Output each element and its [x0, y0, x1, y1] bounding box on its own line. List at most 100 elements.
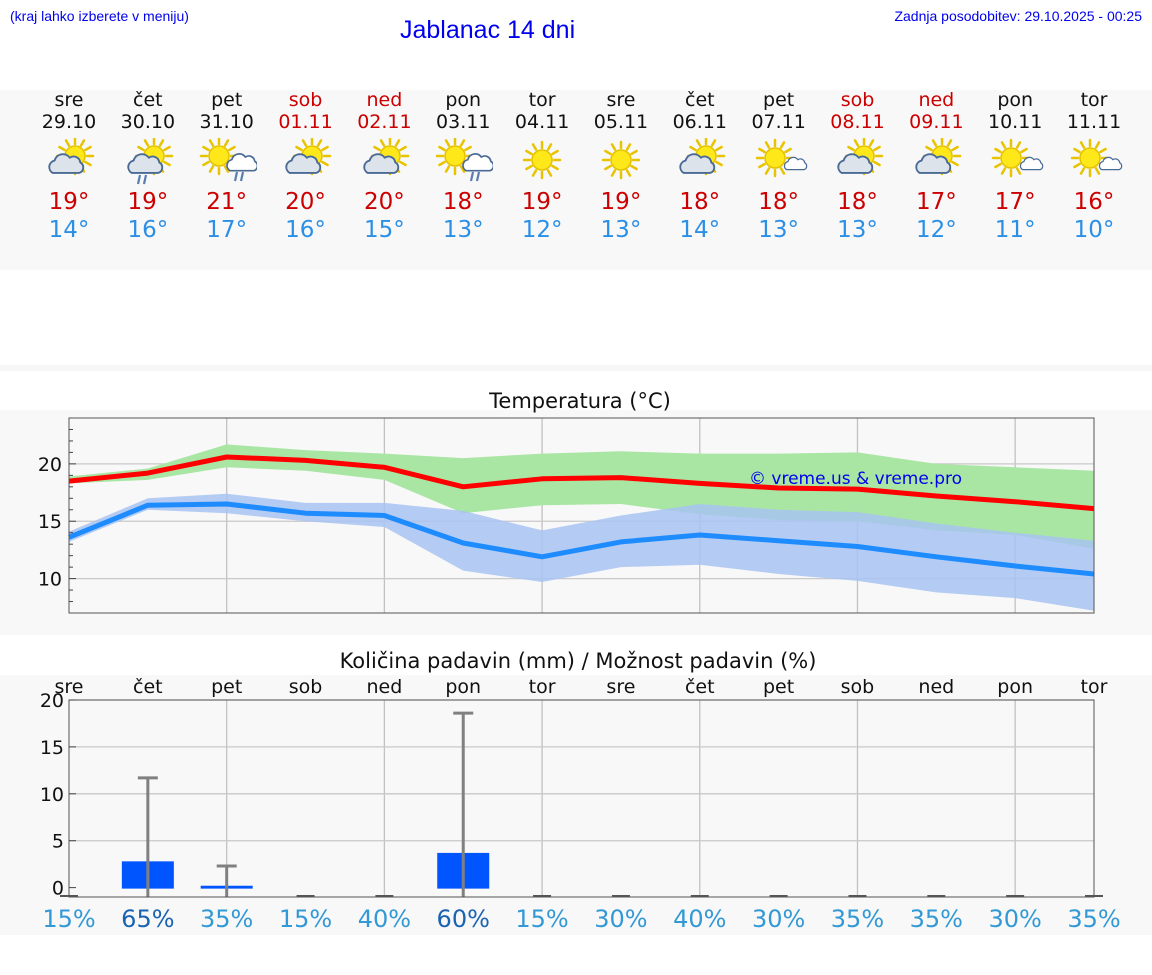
day-column: pet 31.10 21° 17°	[187, 90, 267, 244]
max-temperature: 16°	[1073, 189, 1115, 215]
y-tick-label: 20	[40, 690, 64, 712]
precip-day-label: sob	[841, 676, 875, 698]
precip-day-label: pet	[211, 676, 242, 698]
max-temperature: 19°	[48, 189, 90, 215]
day-date: 30.10	[120, 111, 176, 133]
day-date: 09.11	[909, 111, 964, 133]
day-column: ned 09.11 17° 12°	[896, 90, 976, 244]
temperature-chart: Temperatura (°C) 10 15 20 © vreme.us & vreme…	[38, 389, 1095, 614]
precip-probability-label: 35%	[200, 905, 253, 933]
max-temperature: 20°	[364, 189, 405, 215]
max-temp-range-band	[69, 444, 1094, 549]
max-temperature: 18°	[837, 189, 878, 215]
day-name: sre	[606, 89, 636, 111]
day-name: pon	[445, 89, 482, 111]
precip-day-label: pon	[445, 676, 481, 698]
max-temp-line	[68, 454, 1095, 512]
day-name: ned	[918, 89, 955, 111]
last-updated: Zadnja posodobitev: 29.10.2025 - 00:25	[894, 8, 1142, 24]
min-temperature: 15°	[364, 217, 405, 243]
precip-probability-label: 40%	[673, 905, 726, 933]
day-date: 07.11	[751, 111, 806, 133]
sun-small-cloud-icon	[1054, 138, 1134, 186]
partly-cloudy-icon	[29, 138, 109, 186]
section-divider	[0, 365, 1152, 371]
day-date: 29.10	[41, 111, 97, 133]
min-temperature: 12°	[915, 217, 957, 243]
day-name: pet	[211, 89, 243, 111]
temperature-chart-title: Temperatura (°C)	[488, 389, 671, 413]
day-name: sob	[288, 89, 323, 111]
precip-probability-label: 60%	[437, 905, 490, 933]
day-date: 10.11	[987, 111, 1043, 133]
max-temperature: 19°	[600, 189, 642, 215]
min-temperature: 13°	[758, 217, 800, 243]
day-name: čet	[685, 89, 715, 111]
day-name: sob	[840, 89, 875, 111]
precip-probability-label: 15%	[279, 905, 332, 933]
plot-area	[69, 700, 1094, 897]
max-temperature: 21°	[206, 189, 248, 215]
y-tick-label: 10	[38, 569, 62, 591]
day-column: pon 10.11 17° 11°	[975, 90, 1055, 244]
precip-day-label: pon	[997, 676, 1033, 698]
min-temperature: 17°	[206, 217, 248, 243]
min-temp-line	[68, 501, 1095, 577]
precip-probability-label: 30%	[988, 905, 1041, 933]
day-column: čet 30.10 19° 16°	[108, 90, 188, 244]
min-temperature: 16°	[285, 217, 326, 243]
day-column: sob 01.11 20° 16°	[266, 90, 346, 244]
precip-day-label: ned	[918, 676, 954, 698]
day-date: 04.11	[514, 111, 570, 133]
day-column: sob 08.11 18° 13°	[818, 90, 898, 244]
precipitation-chart-title: Količina padavin (mm) / Možnost padavin …	[340, 649, 817, 673]
min-temperature: 14°	[48, 217, 90, 243]
partly-cloudy-icon	[660, 138, 740, 186]
precip-probability-label: 15%	[42, 905, 95, 933]
sun-cloud-rain-icon	[187, 138, 267, 186]
precip-probability-label: 35%	[831, 905, 884, 933]
max-temperature: 18°	[442, 189, 484, 215]
max-temperature: 18°	[758, 189, 800, 215]
precipitation-chart: Količina padavin (mm) / Možnost padavin …	[40, 649, 1121, 933]
day-name: čet	[133, 89, 163, 111]
sun-icon	[502, 138, 582, 186]
day-name: ned	[366, 89, 403, 111]
min-temperature: 12°	[521, 217, 563, 243]
min-temperature: 10°	[1073, 217, 1115, 243]
day-date: 05.11	[593, 111, 649, 133]
precip-probability-label: 65%	[121, 905, 174, 933]
precip-probability-label: 15%	[515, 905, 568, 933]
precip-day-label: čet	[685, 676, 715, 698]
day-date: 31.10	[199, 111, 254, 133]
precip-day-label: ned	[366, 676, 402, 698]
day-name: tor	[528, 89, 556, 111]
day-column: ned 02.11 20° 15°	[344, 90, 424, 244]
day-date: 08.11	[830, 111, 885, 133]
page-title: Jablanac 14 dni	[400, 16, 576, 44]
location-hint: (kraj lahko izberete v meniju)	[10, 8, 189, 24]
sun-small-cloud-icon	[975, 138, 1055, 186]
precip-day-label: tor	[529, 676, 556, 698]
sun-cloud-rain-icon	[423, 138, 503, 186]
partly-cloudy-rain-icon	[108, 138, 188, 186]
min-temperature: 13°	[442, 217, 484, 243]
min-temperature: 11°	[994, 217, 1036, 243]
min-temperature: 13°	[837, 217, 878, 243]
watermark: © vreme.us & vreme.pro	[749, 469, 962, 489]
day-column: pet 07.11 18° 13°	[739, 90, 819, 244]
day-column: sre 05.11 19° 13°	[581, 90, 661, 244]
max-temperature: 20°	[285, 189, 326, 215]
plot-frame	[68, 417, 1095, 614]
precip-probability-label: 35%	[910, 905, 963, 933]
precip-probability-label: 35%	[1067, 905, 1120, 933]
min-temp-range-band	[69, 493, 1094, 611]
precip-day-label: sre	[55, 676, 84, 698]
partly-cloudy-icon	[266, 138, 346, 186]
day-name: sre	[54, 89, 84, 111]
min-temperature: 14°	[679, 217, 721, 243]
day-column: čet 06.11 18° 14°	[660, 90, 740, 244]
day-column: tor 04.11 19° 12°	[502, 90, 582, 244]
precip-day-label: čet	[133, 676, 163, 698]
sun-small-cloud-icon	[739, 138, 819, 186]
